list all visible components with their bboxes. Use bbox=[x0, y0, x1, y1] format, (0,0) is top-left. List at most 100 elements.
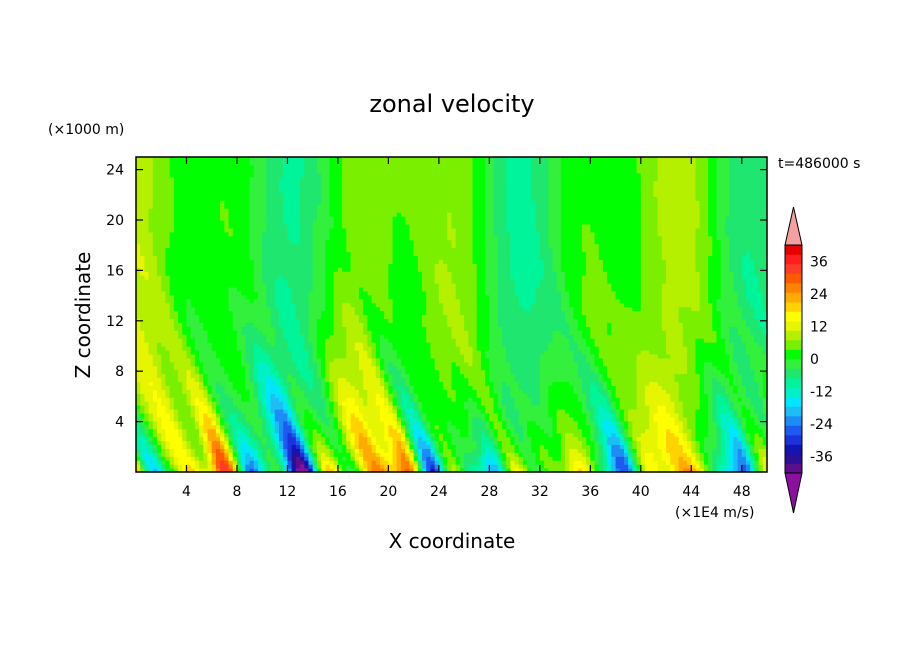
field-cell bbox=[316, 330, 322, 335]
field-cell bbox=[173, 416, 179, 422]
field-cell bbox=[304, 409, 310, 414]
field-cell bbox=[199, 444, 204, 449]
field-cell bbox=[270, 275, 276, 280]
field-cell bbox=[253, 377, 259, 383]
field-cell bbox=[203, 172, 209, 178]
field-cell bbox=[270, 294, 276, 300]
field-cell bbox=[194, 353, 200, 359]
field-cell bbox=[220, 204, 225, 209]
field-cell bbox=[236, 428, 242, 434]
field-cell bbox=[178, 267, 183, 272]
field-cell bbox=[194, 216, 200, 221]
field-cell bbox=[165, 436, 171, 442]
field-cell bbox=[384, 342, 389, 347]
field-cell bbox=[232, 306, 238, 312]
field-cell bbox=[236, 385, 242, 390]
field-cell bbox=[291, 271, 297, 276]
field-cell bbox=[304, 216, 310, 221]
field-cell bbox=[371, 373, 377, 379]
field-cell bbox=[279, 464, 284, 469]
field-cell bbox=[291, 440, 297, 446]
field-cell bbox=[291, 259, 297, 264]
field-cell bbox=[169, 196, 175, 201]
field-cell bbox=[165, 157, 171, 162]
field-cell bbox=[350, 216, 356, 221]
field-cell bbox=[249, 247, 255, 253]
field-cell bbox=[279, 365, 284, 371]
field-cell bbox=[182, 172, 188, 178]
field-cell bbox=[232, 263, 238, 268]
field-cell bbox=[161, 377, 167, 383]
field-cell bbox=[312, 271, 318, 276]
field-cell bbox=[270, 349, 276, 355]
field-cell bbox=[241, 310, 246, 316]
field-cell bbox=[232, 377, 238, 383]
field-cell bbox=[384, 212, 389, 217]
field-cell bbox=[262, 381, 268, 386]
field-cell bbox=[388, 326, 394, 331]
field-cell bbox=[312, 346, 318, 351]
field-cell bbox=[241, 365, 246, 371]
field-cell bbox=[257, 405, 263, 410]
field-cell bbox=[140, 279, 146, 284]
field-cell bbox=[333, 468, 339, 472]
field-cell bbox=[165, 172, 171, 178]
field-cell bbox=[337, 444, 343, 449]
field-cell bbox=[287, 259, 293, 264]
field-cell bbox=[388, 286, 394, 292]
field-cell bbox=[245, 227, 251, 233]
field-cell bbox=[384, 409, 389, 414]
field-cell bbox=[325, 389, 331, 394]
field-cell bbox=[236, 349, 242, 355]
field-cell bbox=[207, 330, 213, 335]
field-cell bbox=[287, 283, 293, 288]
field-cell bbox=[337, 184, 343, 190]
field-cell bbox=[350, 330, 356, 335]
field-cell bbox=[274, 157, 280, 162]
field-cell bbox=[249, 373, 255, 379]
field-cell bbox=[207, 172, 213, 178]
field-cell bbox=[396, 428, 402, 434]
field-cell bbox=[363, 334, 368, 339]
field-cell bbox=[194, 223, 200, 229]
field-cell bbox=[308, 401, 314, 406]
field-cell bbox=[148, 247, 154, 253]
field-cell bbox=[308, 172, 314, 178]
field-cell bbox=[157, 424, 162, 430]
field-cell bbox=[182, 267, 188, 272]
field-cell bbox=[304, 436, 310, 442]
field-cell bbox=[190, 342, 196, 347]
field-cell bbox=[186, 464, 192, 469]
field-cell bbox=[182, 208, 188, 213]
field-cell bbox=[287, 322, 293, 327]
field-cell bbox=[211, 424, 217, 430]
field-cell bbox=[182, 349, 188, 355]
field-cell bbox=[367, 330, 373, 335]
field-cell bbox=[363, 318, 368, 323]
field-cell bbox=[232, 283, 238, 288]
field-cell bbox=[241, 164, 246, 170]
field-cell bbox=[178, 369, 183, 375]
field-cell bbox=[388, 412, 394, 418]
field-cell bbox=[224, 263, 230, 268]
field-cell bbox=[287, 251, 293, 257]
field-cell bbox=[316, 369, 322, 375]
field-cell bbox=[236, 204, 242, 209]
field-cell bbox=[350, 448, 356, 453]
field-cell bbox=[329, 346, 335, 351]
field-cell bbox=[392, 164, 398, 170]
field-cell bbox=[308, 192, 314, 197]
field-cell bbox=[169, 188, 175, 194]
field-cell bbox=[308, 188, 314, 194]
field-cell bbox=[392, 365, 398, 371]
field-cell bbox=[207, 365, 213, 371]
field-cell bbox=[367, 365, 373, 371]
field-cell bbox=[274, 381, 280, 386]
field-cell bbox=[266, 432, 272, 438]
field-cell bbox=[245, 243, 251, 249]
field-cell bbox=[136, 385, 141, 390]
field-cell bbox=[148, 428, 154, 434]
field-cell bbox=[266, 247, 272, 253]
field-cell bbox=[211, 220, 217, 225]
field-cell bbox=[304, 365, 310, 371]
